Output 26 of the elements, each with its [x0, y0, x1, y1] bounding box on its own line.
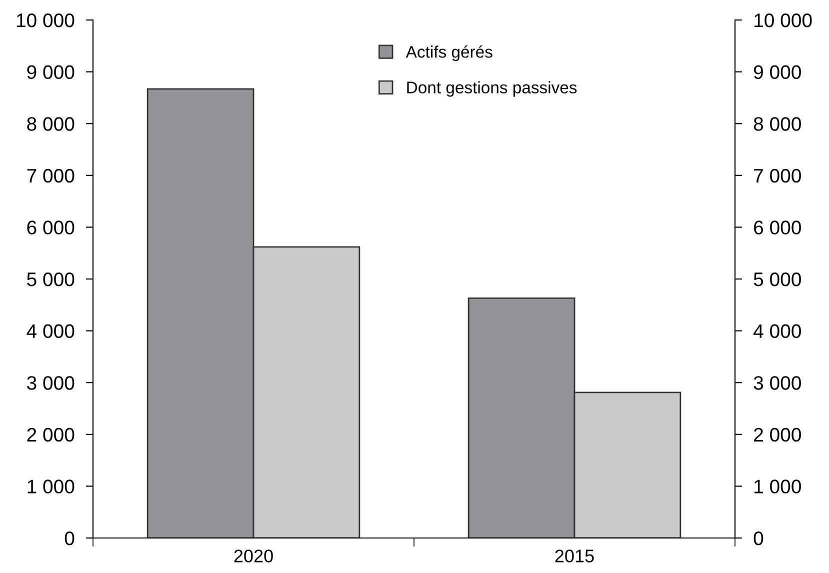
- y-tick-label: 6 000: [27, 220, 74, 234]
- y-tick-label: 8 000: [27, 117, 74, 131]
- y2-tick-label: 9 000: [754, 65, 801, 80]
- y2-tick-label: 6 000: [754, 220, 801, 234]
- y2-tick-label: 3 000: [754, 376, 801, 390]
- legend-label: Dont gestions passives: [407, 81, 577, 97]
- y2-tick-label: 7 000: [754, 168, 801, 183]
- y2-tick-label: 0: [754, 531, 764, 546]
- y2-tick-label: 1 000: [754, 480, 801, 494]
- y-tick-label: 3 000: [27, 376, 74, 390]
- y2-tick-label: 8 000: [754, 117, 801, 131]
- y-tick-label: 4 000: [26, 324, 74, 338]
- y2-tick-label: 10 000: [754, 13, 812, 28]
- y-tick-label: 5 000: [27, 272, 74, 286]
- legend-label: Actifs gérés: [406, 45, 492, 62]
- y2-tick-label: 2 000: [754, 428, 801, 442]
- y-tick-label: 2 000: [27, 428, 74, 442]
- y2-tick-label: 4 000: [754, 324, 801, 338]
- y-tick-label: 0: [64, 531, 74, 546]
- x-tick-label: 2020: [234, 550, 273, 562]
- y-tick-label: 7 000: [27, 168, 74, 183]
- x-tick-label: 2015: [555, 550, 594, 562]
- y2-tick-label: 5 000: [754, 272, 801, 286]
- y-tick-label: 9 000: [27, 65, 74, 80]
- y-tick-label: 10 000: [16, 13, 74, 28]
- y-tick-label: 1 000: [28, 480, 74, 494]
